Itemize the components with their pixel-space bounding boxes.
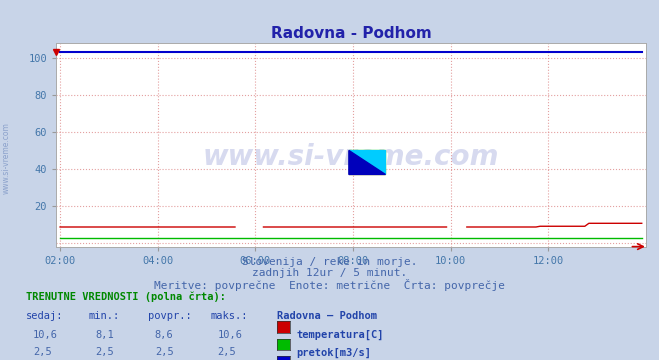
Text: www.si-vreme.com: www.si-vreme.com xyxy=(2,122,11,194)
Text: 2,5: 2,5 xyxy=(155,347,173,357)
Text: 2,5: 2,5 xyxy=(33,347,51,357)
Text: 2,5: 2,5 xyxy=(96,347,114,357)
Text: maks.:: maks.: xyxy=(211,311,248,321)
Text: povpr.:: povpr.: xyxy=(148,311,192,321)
Text: Radovna – Podhom: Radovna – Podhom xyxy=(277,311,377,321)
Text: 8,6: 8,6 xyxy=(155,330,173,340)
Text: Meritve: povprečne  Enote: metrične  Črta: povprečje: Meritve: povprečne Enote: metrične Črta:… xyxy=(154,279,505,291)
Bar xyxy=(349,150,386,175)
Polygon shape xyxy=(349,150,386,175)
Text: pretok[m3/s]: pretok[m3/s] xyxy=(297,347,372,357)
Title: Radovna - Podhom: Radovna - Podhom xyxy=(271,26,431,41)
Text: zadnjih 12ur / 5 minut.: zadnjih 12ur / 5 minut. xyxy=(252,268,407,278)
Polygon shape xyxy=(349,150,386,175)
Text: 8,1: 8,1 xyxy=(96,330,114,340)
Text: temperatura[C]: temperatura[C] xyxy=(297,330,384,340)
Text: sedaj:: sedaj: xyxy=(26,311,64,321)
Text: 10,6: 10,6 xyxy=(33,330,58,340)
Text: TRENUTNE VREDNOSTI (polna črta):: TRENUTNE VREDNOSTI (polna črta): xyxy=(26,292,226,302)
Text: 10,6: 10,6 xyxy=(217,330,243,340)
Text: Slovenija / reke in morje.: Slovenija / reke in morje. xyxy=(242,257,417,267)
Text: www.si-vreme.com: www.si-vreme.com xyxy=(203,143,499,171)
Text: min.:: min.: xyxy=(89,311,120,321)
Text: 2,5: 2,5 xyxy=(217,347,236,357)
